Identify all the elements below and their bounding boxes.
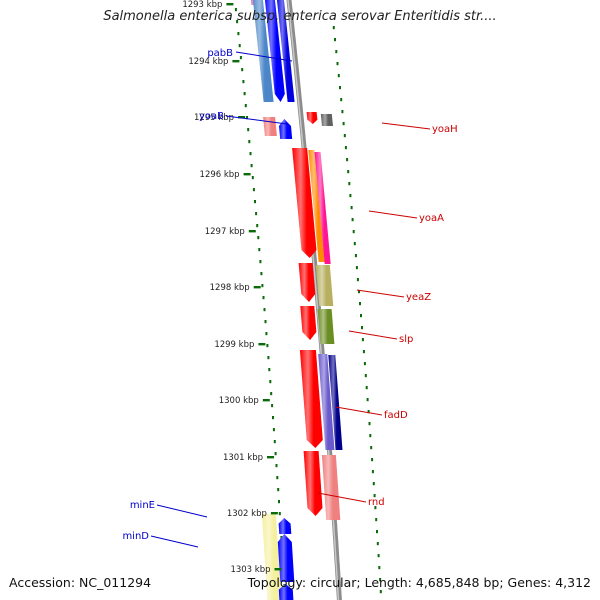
kbp-tick (267, 456, 274, 459)
pabB-inner-feature-highlight (276, 0, 295, 102)
minE-cds-feature-highlight (261, 514, 282, 600)
slp-feature-highlight (300, 306, 317, 340)
kbp-tick (226, 3, 234, 6)
yoaH-feature-highlight (306, 112, 318, 124)
yoaB-cds-feature-highlight (263, 117, 277, 136)
kbp-tick-label: 1300 kbp (219, 396, 259, 406)
kbp-tick-label: 1303 kbp (230, 565, 270, 575)
kbp-tick (262, 399, 270, 402)
pabB-cds-feature-highlight (252, 0, 274, 102)
kbp-tick-label: 1297 kbp (205, 227, 245, 237)
gene-label-rnd: rnd (368, 497, 385, 508)
yoaA-pink-feature-highlight (314, 152, 331, 264)
kbp-tick-label: 1302 kbp (227, 509, 267, 519)
gene-label-yoaA: yoaA (419, 213, 444, 224)
pabB-feature-highlight (264, 0, 285, 102)
kbp-tick-label: 1301 kbp (223, 453, 263, 463)
kbp-tick-label: 1293 kbp (182, 0, 222, 10)
kbp-tick-label: 1296 kbp (200, 170, 240, 180)
gene-label-leader (335, 406, 383, 416)
minE-feature-highlight (278, 518, 292, 534)
gene-label-pabB: pabB (207, 48, 233, 59)
kbp-ticks: 1293 kbp 1294 kbp 1295 kbp 1296 kbp 1297 kbp… (182, 0, 282, 575)
gene-label-leader (348, 330, 398, 340)
gene-label-slp: slp (399, 334, 413, 345)
yoaB-feature-highlight (279, 119, 293, 139)
rnd-feature-highlight (303, 451, 323, 516)
gene-label-leader (235, 51, 293, 62)
summary-text: Topology: circular; Length: 4,685,848 bp… (247, 575, 591, 590)
accession-text: Accession: NC_011294 (9, 575, 152, 590)
minD-feature-highlight (277, 534, 295, 582)
yoaA-orange-feature-highlight (308, 150, 325, 262)
outer-dotted-ring (332, 26, 382, 594)
kbp-tick (274, 568, 282, 571)
kbp-tick (258, 343, 266, 346)
kbp-tick (248, 230, 256, 233)
kbp-tick (243, 173, 251, 176)
gene-labels: pabB yoaB yoaH yoaA yeaZ slp fadD rnd minE minD (122, 48, 458, 548)
yeaZ-feature-highlight (298, 263, 316, 302)
yeaZ-cds-feature-highlight (315, 265, 334, 306)
gene-label-leader (317, 492, 367, 503)
gene-features (250, 0, 343, 600)
gene-label-fadD: fadD (384, 410, 408, 421)
kbp-tick-label: 1298 kbp (210, 283, 250, 293)
kbp-tick-label: 1299 kbp (214, 340, 254, 350)
gene-label-yoaH: yoaH (432, 124, 458, 135)
rnd-cds-feature-highlight (321, 455, 341, 520)
fadD-cds-feature-highlight (318, 354, 335, 450)
gene-label-minD: minD (122, 531, 149, 542)
gene-label-leader (225, 115, 288, 125)
minD-2-feature-highlight (278, 584, 294, 600)
gene-label-leader (381, 122, 431, 130)
kbp-tick (270, 512, 278, 515)
yoaA-feature-highlight (292, 148, 317, 258)
kbp-tick (253, 286, 261, 289)
kbp-tick-label: 1294 kbp (188, 57, 228, 67)
gene-label-yeaZ: yeaZ (406, 292, 431, 303)
gene-label-minE: minE (130, 500, 155, 511)
gene-label-leader (356, 289, 405, 298)
kbp-tick (238, 116, 246, 119)
gene-label-leader (156, 504, 208, 518)
gene-label-yoaB: yoaB (199, 111, 224, 122)
kbp-tick-label: 1295 kbp (194, 113, 234, 123)
fadD-inner-feature-highlight (328, 355, 343, 450)
page-title: Salmonella enterica subsp. enterica sero… (103, 9, 497, 24)
yoaH-cds-feature-highlight (320, 114, 333, 126)
gene-label-leader (150, 535, 199, 548)
fadD-feature-highlight (299, 350, 323, 448)
slp-cds-feature-highlight (317, 309, 335, 344)
kbp-tick (232, 60, 240, 63)
gene-label-leader (368, 210, 418, 219)
